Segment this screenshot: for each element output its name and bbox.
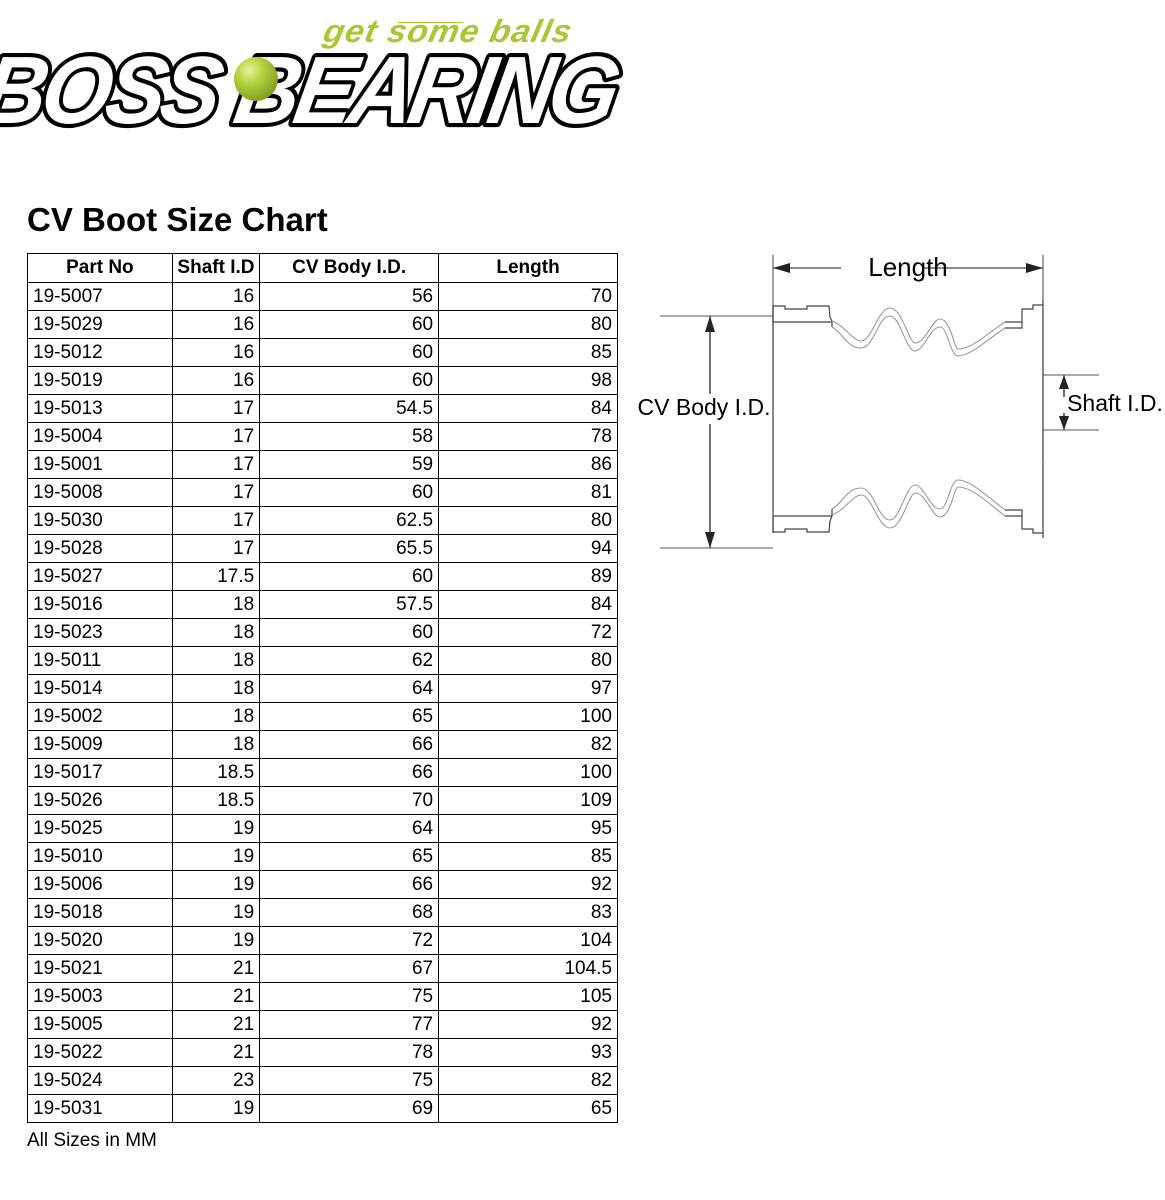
svg-text:Length: Length <box>868 252 948 282</box>
svg-text:Shaft I.D.: Shaft I.D. <box>1067 390 1163 416</box>
svg-text:CV Body I.D.: CV Body I.D. <box>638 394 771 420</box>
